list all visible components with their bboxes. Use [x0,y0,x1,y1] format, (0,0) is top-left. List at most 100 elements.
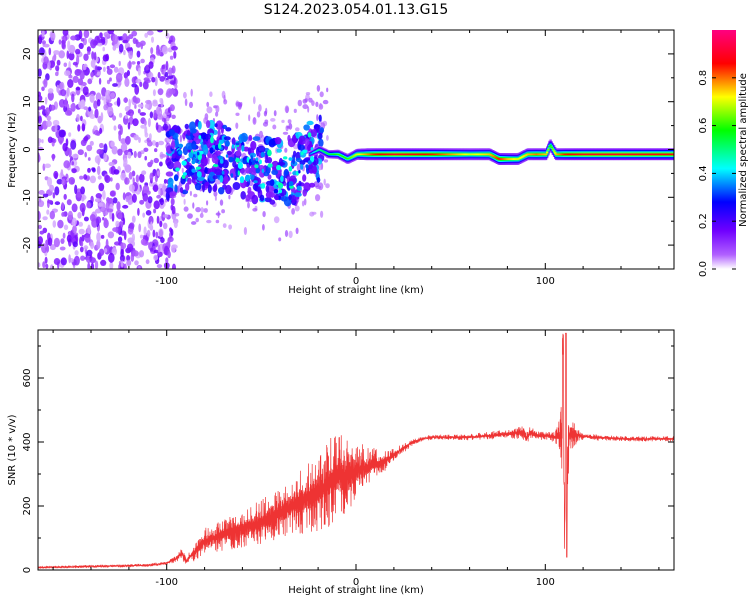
heatmap-noise-cell [71,217,77,227]
heatmap-noise-cell [296,163,302,172]
heatmap-cell [173,174,179,182]
heatmap-noise-cell [123,263,127,269]
heatmap-noise-cell [122,204,129,209]
heatmap-noise-cell [60,257,67,266]
heatmap-noise-cell [147,196,153,204]
heatmap-noise-cell [120,260,124,268]
heatmap-noise-cell [147,117,151,128]
heatmap-noise-cell [74,184,78,195]
heatmap-noise-cell [258,104,262,112]
heatmap-noise-cell [142,212,146,218]
heatmap-noise-cell [111,145,118,155]
heatmap-noise-cell [115,220,120,228]
heatmap-noise-cell [46,209,50,215]
heatmap-noise-cell [243,227,247,235]
colorbar: 0.0 0.2 0.4 0.6 0.8 Normalized spectral ampl… [698,30,749,277]
heatmap-cell [232,182,241,190]
heatmap-cell [203,158,208,166]
heatmap-noise-cell [228,224,233,230]
heatmap-cell [317,132,323,140]
heatmap-noise-cell [84,151,87,158]
heatmap-noise-cell [106,197,110,203]
heatmap-ridge-cell [547,148,550,151]
heatmap-noise-cell [65,110,72,116]
heatmap-noise-cell [221,209,226,214]
heatmap-noise-cell [164,80,171,85]
heatmap-noise-cell [90,71,94,78]
heatmap-ridge-cell [494,156,498,159]
heatmap-noise-cell [165,115,170,122]
heatmap-noise-cell [80,37,85,42]
heatmap-cell [288,181,294,187]
heatmap-noise-cell [96,239,101,250]
heatmap-noise-cell [109,190,116,197]
heatmap-noise-cell [54,124,58,133]
heatmap-noise-cell [153,254,159,261]
heatmap-noise-cell [152,184,159,192]
heatmap-noise-cell [174,84,178,89]
heatmap-cell [319,127,325,134]
heatmap-cell [217,129,221,138]
heatmap-noise-cell [302,98,308,104]
heatmap-noise-cell [58,129,66,138]
heatmap-noise-cell [96,232,101,242]
heatmap-noise-cell [159,97,163,104]
heatmap-noise-cell [156,194,162,199]
heatmap-cell [237,162,243,169]
heatmap-noise-cell [139,173,145,183]
heatmap-cell [198,135,202,140]
heatmap-noise-cell [71,203,78,213]
heatmap-noise-cell [86,249,93,256]
heatmap-cell [295,170,299,176]
heatmap-noise-cell [148,61,154,69]
heatmap-noise-cell [190,88,193,97]
heatmap-cell [222,124,228,129]
heatmap-noise-cell [143,147,149,152]
heatmap-noise-cell [155,122,159,131]
heatmap-ridge-cell [309,153,313,155]
heatmap-noise-cell [38,68,42,77]
heatmap-noise-cell [116,97,121,107]
heatmap-cell [266,157,273,164]
heatmap-ridge-cell [452,153,456,156]
heatmap-noise-cell [145,79,151,83]
heatmap-cell [247,147,252,156]
heatmap-noise-cell [286,125,290,129]
heatmap-noise-cell [90,262,95,269]
heatmap-cell [170,140,176,150]
heatmap-noise-cell [146,30,154,36]
heatmap-noise-cell [46,177,53,187]
heatmap-noise-cell [146,229,151,238]
heatmap-cell [273,188,279,194]
heatmap-noise-cell [78,228,85,235]
heatmap-noise-cell [169,107,173,112]
heatmap-noise-cell [70,103,74,110]
heatmap-noise-cell [123,50,126,56]
heatmap-noise-cell [89,114,96,119]
y-tick-label: 400 [22,432,33,451]
heatmap-noise-cell [320,210,324,218]
heatmap-noise-cell [108,161,115,167]
heatmap-noise-cell [92,168,96,173]
heatmap-noise-cell [281,119,285,123]
heatmap-noise-cell [45,263,49,269]
heatmap-noise-cell [100,234,105,239]
heatmap-cell [280,175,284,182]
heatmap-cell [294,192,302,198]
heatmap-cell [214,123,218,128]
heatmap-noise-cell [124,177,130,185]
heatmap-noise-cell [311,211,317,215]
heatmap-noise-cell [247,201,250,209]
x-tick-label: -100 [155,577,178,588]
heatmap-cell [225,127,232,132]
heatmap-noise-cell [127,151,132,159]
heatmap-noise-cell [150,221,153,230]
heatmap-noise-cell [287,119,292,124]
heatmap-cell [302,174,307,182]
heatmap-cell [247,186,252,194]
heatmap-cell [261,183,266,189]
heatmap-noise-cell [53,258,61,265]
snr-series [38,332,674,570]
heatmap-cell [204,166,208,174]
heatmap-noise-cell [87,78,93,85]
